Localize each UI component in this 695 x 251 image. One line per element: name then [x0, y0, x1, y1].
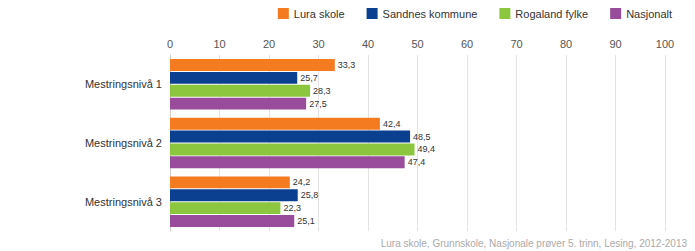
svg-text:30: 30	[312, 38, 324, 50]
svg-text:100: 100	[656, 38, 674, 50]
svg-text:Sandnes kommune: Sandnes kommune	[383, 8, 478, 20]
svg-text:Lura skole, Grunnskole, Nasjon: Lura skole, Grunnskole, Nasjonale prøver…	[381, 238, 688, 249]
svg-text:Mestringsnivå 1: Mestringsnivå 1	[85, 78, 162, 90]
svg-text:22,3: 22,3	[283, 203, 301, 213]
svg-text:24,2: 24,2	[293, 177, 311, 187]
svg-text:20: 20	[263, 38, 275, 50]
svg-text:0: 0	[167, 38, 173, 50]
svg-text:50: 50	[411, 38, 423, 50]
svg-text:70: 70	[510, 38, 522, 50]
svg-text:Mestringsnivå 2: Mestringsnivå 2	[85, 137, 162, 149]
svg-text:25,1: 25,1	[297, 216, 315, 226]
svg-text:25,8: 25,8	[301, 190, 319, 200]
svg-text:80: 80	[560, 38, 572, 50]
svg-text:49,4: 49,4	[418, 144, 436, 154]
svg-text:90: 90	[609, 38, 621, 50]
svg-text:Nasjonalt: Nasjonalt	[626, 8, 672, 20]
svg-text:27,5: 27,5	[309, 99, 327, 109]
svg-text:40: 40	[362, 38, 374, 50]
svg-text:Mestringsnivå 3: Mestringsnivå 3	[85, 196, 162, 208]
svg-text:Rogaland fylke: Rogaland fylke	[515, 8, 588, 20]
svg-text:48,5: 48,5	[413, 132, 431, 142]
svg-text:28,3: 28,3	[313, 86, 331, 96]
svg-text:42,4: 42,4	[383, 119, 401, 129]
svg-text:Lura skole: Lura skole	[294, 8, 345, 20]
svg-text:25,7: 25,7	[300, 73, 318, 83]
svg-text:47,4: 47,4	[408, 157, 426, 167]
svg-text:33,3: 33,3	[338, 60, 356, 70]
svg-text:10: 10	[213, 38, 225, 50]
svg-text:60: 60	[461, 38, 473, 50]
